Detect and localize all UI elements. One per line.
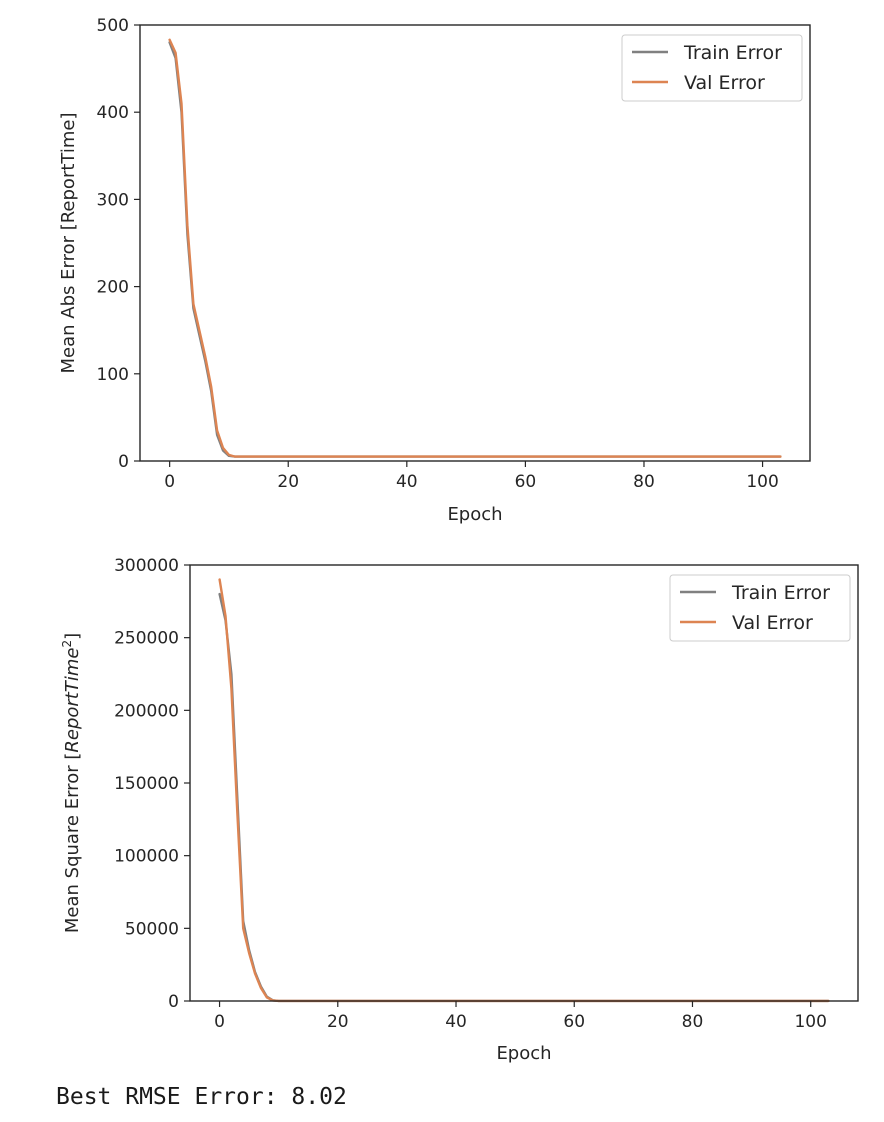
legend-label-val: Val Error xyxy=(684,72,765,94)
x-tick-label: 100 xyxy=(794,1012,826,1032)
y-axis-label: Mean Square Error [ReportTime2] xyxy=(60,633,83,933)
legend: Train Error Val Error xyxy=(621,34,803,102)
mse-chart: 0 20 40 60 80 100 0 50000 100000 150000 200000 2500… xyxy=(60,556,859,1064)
series-line-train xyxy=(218,592,830,1003)
x-tick-label: 80 xyxy=(633,472,655,492)
y-tick-label: 100 xyxy=(97,365,129,385)
y-tick-label: 300 xyxy=(97,190,129,210)
x-tick-label: 100 xyxy=(746,472,778,492)
legend-label-train: Train Error xyxy=(731,582,830,604)
series-line-train xyxy=(168,41,782,458)
x-tick-label: 40 xyxy=(396,472,418,492)
y-tick-label: 200 xyxy=(97,278,129,298)
legend: Train Error Val Error xyxy=(669,574,851,642)
y-tick-label: 100000 xyxy=(114,847,179,867)
y-tick-label: 400 xyxy=(97,103,129,123)
y-tick-label: 500 xyxy=(97,16,129,36)
y-tick-label: 0 xyxy=(118,452,129,472)
series-line-val xyxy=(168,38,782,458)
x-tick-label: 20 xyxy=(277,472,299,492)
y-tick-label: 150000 xyxy=(114,774,179,794)
best-rmse-text: Best RMSE Error: 8.02 xyxy=(56,1084,347,1110)
x-axis-label: Epoch xyxy=(447,504,502,525)
mae-chart: 0 20 40 60 80 100 0 100 200 300 400 500 Epoch Mean Ab… xyxy=(58,16,811,525)
plot-frame xyxy=(139,24,811,462)
y-tick-label: 0 xyxy=(168,992,179,1012)
y-tick-label: 50000 xyxy=(125,919,179,939)
y-tick-label: 200000 xyxy=(114,701,179,721)
y-tick-label: 300000 xyxy=(114,556,179,576)
x-tick-label: 0 xyxy=(164,472,175,492)
x-tick-label: 60 xyxy=(515,472,537,492)
legend-label-train: Train Error xyxy=(683,42,782,64)
x-tick-label: 0 xyxy=(214,1012,225,1032)
y-axis-label: Mean Abs Error [ReportTime] xyxy=(58,113,79,374)
x-tick-label: 20 xyxy=(327,1012,349,1032)
x-tick-label: 40 xyxy=(445,1012,467,1032)
series-line-val xyxy=(218,578,830,1003)
x-tick-label: 60 xyxy=(563,1012,585,1032)
x-axis-label: Epoch xyxy=(496,1043,551,1064)
x-tick-label: 80 xyxy=(682,1012,704,1032)
legend-label-val: Val Error xyxy=(732,612,813,634)
y-tick-label: 250000 xyxy=(114,629,179,649)
